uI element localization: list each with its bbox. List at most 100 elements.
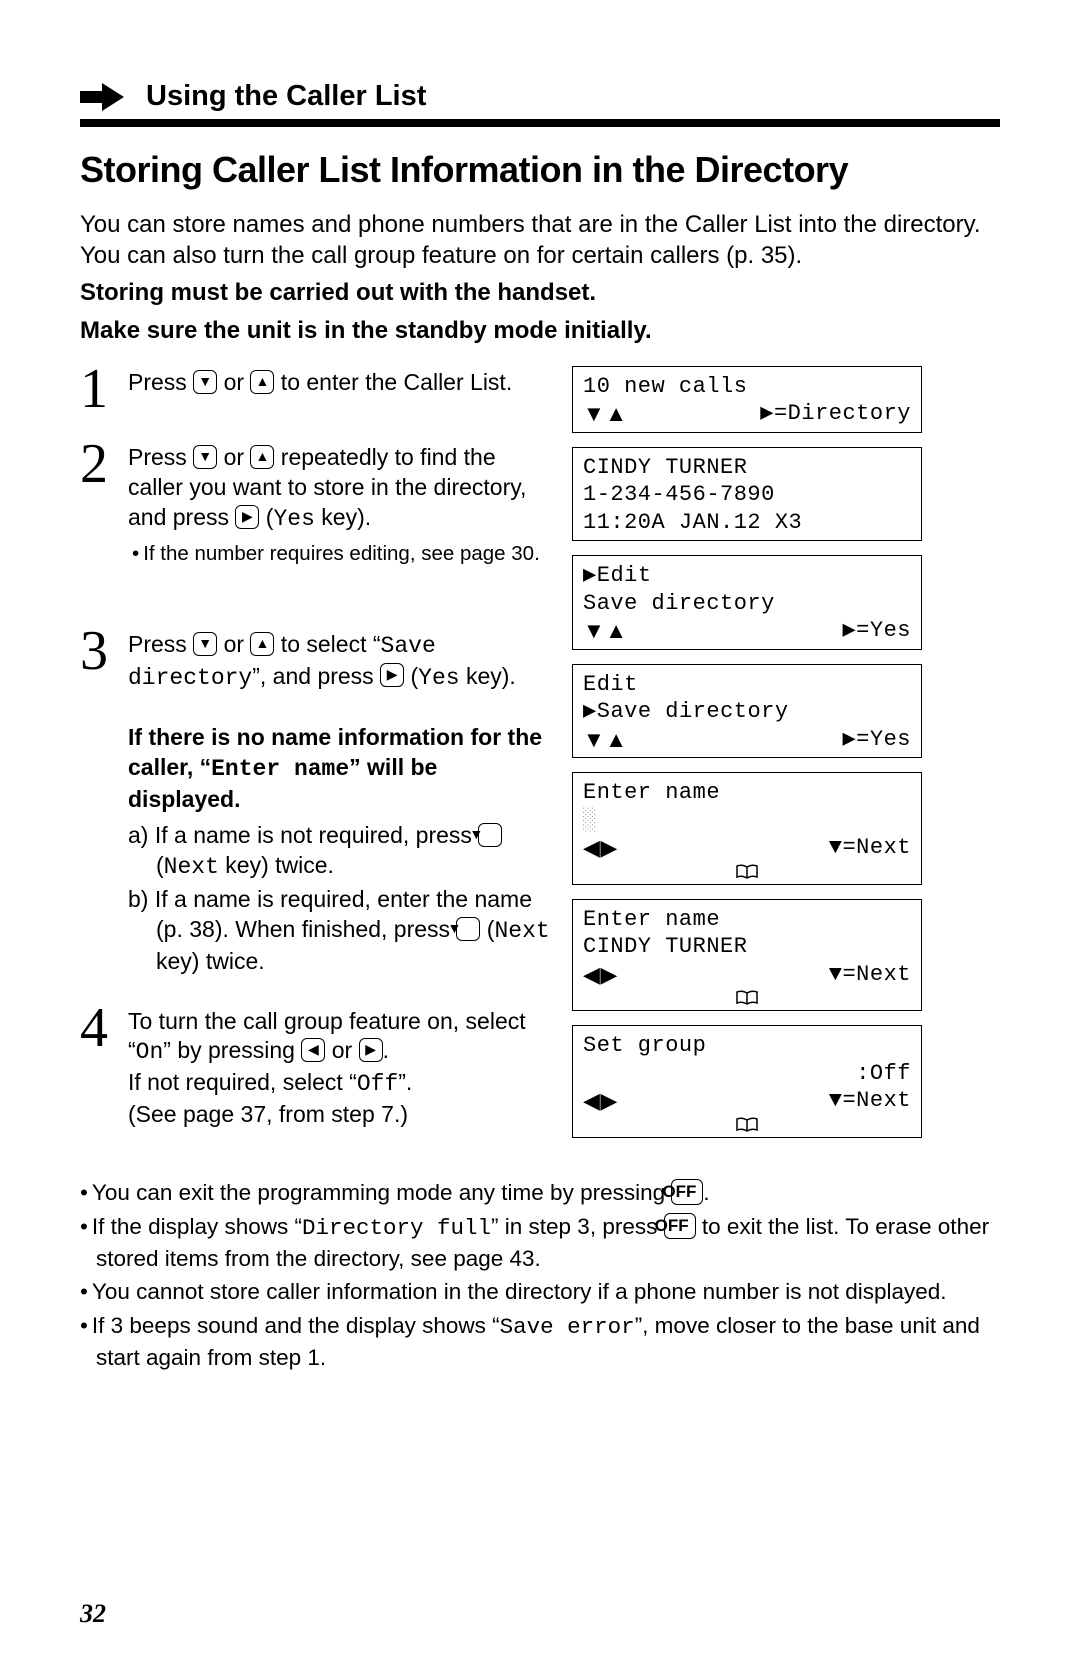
lcd-nav-left: ◀▶ — [583, 834, 618, 862]
step-number: 1 — [80, 366, 114, 414]
book-icon — [735, 1117, 759, 1133]
steps-column: 1 Press ▼ or ▲ to enter the Caller List.… — [80, 366, 550, 1158]
book-icon — [735, 864, 759, 880]
step-text: key) twice. — [156, 948, 265, 974]
lcd-screen: 10 new calls ▼▲ ▶=Directory — [572, 366, 922, 433]
yes-label: Yes — [418, 665, 459, 691]
step-number: 4 — [80, 1005, 114, 1131]
down-key-icon: ▼ — [478, 823, 502, 847]
note-text: If 3 beeps sound and the display shows “ — [92, 1313, 500, 1338]
lcd-line: CINDY TURNER — [583, 933, 911, 961]
step-text: key). — [460, 663, 516, 689]
lcd-nav-left: ◀▶ — [583, 961, 618, 989]
lcd-nav-left: ▼▲ — [583, 726, 628, 754]
step-sub-bullet: If the number requires editing, see page… — [128, 541, 550, 568]
step-text: ”. — [398, 1069, 412, 1095]
intro-bold-1: Storing must be carried out with the han… — [80, 277, 1000, 308]
note-text: . — [703, 1180, 709, 1205]
section-title: Using the Caller List — [146, 80, 426, 113]
lcd-nav-left: ▼▲ — [583, 617, 628, 645]
up-key-icon: ▲ — [250, 445, 274, 469]
down-key-icon: ▼ — [193, 370, 217, 394]
lcd-nav-right: ▶=Yes — [842, 617, 911, 645]
up-key-icon: ▲ — [250, 370, 274, 394]
footnotes: You can exit the programming mode any ti… — [80, 1178, 1000, 1372]
note-text: If the display shows “ — [92, 1214, 302, 1239]
step-text: (See page 37, from step 7.) — [128, 1101, 408, 1127]
step-alpha-a: a) If a name is not required, press — [128, 822, 478, 848]
lcd-line: ▶Save directory — [583, 698, 911, 726]
arrow-right-icon — [80, 83, 130, 111]
right-key-icon: ▶ — [359, 1038, 383, 1062]
note-text: ” in step 3, press — [491, 1214, 664, 1239]
lcd-screen: ▶Edit Save directory ▼▲ ▶=Yes — [572, 555, 922, 650]
lcd-line: Enter name — [583, 779, 911, 807]
lcd-nav-right: ▼=Next — [829, 1087, 911, 1115]
save-error-label: Save error — [500, 1314, 635, 1340]
step-text: key) twice. — [219, 852, 334, 878]
lcd-screen: Enter name ░ ◀▶ ▼=Next — [572, 772, 922, 885]
step-text: to select “ — [274, 631, 380, 657]
step-1: 1 Press ▼ or ▲ to enter the Caller List. — [80, 366, 550, 414]
step-text: or — [217, 631, 250, 657]
lcd-line: Set group — [583, 1032, 911, 1060]
lcd-line: Enter name — [583, 906, 911, 934]
step-text: If not required, select “ — [128, 1069, 357, 1095]
horizontal-rule — [80, 119, 1000, 127]
step-text: or — [325, 1037, 358, 1063]
lcd-screen: Edit ▶Save directory ▼▲ ▶=Yes — [572, 664, 922, 759]
lcd-nav-right: ▶=Yes — [842, 726, 911, 754]
lcd-line: 1-234-456-7890 — [583, 481, 911, 509]
lcd-line: Edit — [583, 671, 911, 699]
up-key-icon: ▲ — [250, 632, 274, 656]
step-number: 3 — [80, 628, 114, 977]
lcd-line: 10 new calls — [583, 373, 911, 401]
down-key-icon: ▼ — [193, 632, 217, 656]
lcd-line: 11:20A JAN.12 X3 — [583, 509, 911, 537]
lcd-line: ▶Edit — [583, 562, 911, 590]
step-text: ” by pressing — [163, 1037, 301, 1063]
step-text: to enter the Caller List. — [274, 369, 512, 395]
step-text: . — [383, 1037, 389, 1063]
note-text: You can exit the programming mode any ti… — [92, 1180, 671, 1205]
right-key-icon: ▶ — [235, 505, 259, 529]
down-key-icon: ▼ — [193, 445, 217, 469]
down-key-icon: ▼ — [456, 917, 480, 941]
left-key-icon: ◀ — [301, 1038, 325, 1062]
step-2: 2 Press ▼ or ▲ repeatedly to find the ca… — [80, 441, 550, 567]
step-text: or — [217, 444, 250, 470]
lcd-cursor: ░ — [583, 807, 911, 835]
step-text: Press — [128, 369, 193, 395]
step-text: ”, and press — [252, 663, 380, 689]
lcd-screen: CINDY TURNER 1-234-456-7890 11:20A JAN.1… — [572, 447, 922, 542]
right-key-icon: ▶ — [380, 663, 404, 687]
lcd-column: 10 new calls ▼▲ ▶=Directory CINDY TURNER… — [572, 366, 922, 1158]
note-text: You cannot store caller information in t… — [80, 1277, 1000, 1307]
step-text: ( — [404, 663, 418, 689]
step-4: 4 To turn the call group feature on, sel… — [80, 1005, 550, 1131]
section-header: Using the Caller List — [80, 80, 1000, 113]
lcd-nav-left: ◀▶ — [583, 1087, 618, 1115]
intro-paragraph: You can store names and phone numbers th… — [80, 209, 1000, 271]
yes-label: Yes — [273, 506, 314, 532]
lcd-line: CINDY TURNER — [583, 454, 911, 482]
intro-bold-2: Make sure the unit is in the standby mod… — [80, 315, 1000, 346]
lcd-nav-right: ▼=Next — [829, 961, 911, 989]
step-number: 2 — [80, 441, 114, 567]
step-text: or — [217, 369, 250, 395]
book-icon — [735, 990, 759, 1006]
lcd-screen: Set group :Off ◀▶ ▼=Next — [572, 1025, 922, 1138]
next-label: Next — [164, 854, 219, 880]
page-title: Storing Caller List Information in the D… — [80, 149, 1000, 191]
step-text: ( — [259, 504, 273, 530]
lcd-nav-left: ▼▲ — [583, 400, 628, 428]
off-key: OFF — [671, 1179, 703, 1205]
step-text: ( — [480, 916, 494, 942]
lcd-line: :Off — [856, 1060, 911, 1088]
step-text: ( — [156, 852, 164, 878]
lcd-nav-right: ▼=Next — [829, 834, 911, 862]
step-text: Press — [128, 631, 193, 657]
step-text: key). — [315, 504, 371, 530]
directory-full-label: Directory full — [302, 1215, 491, 1241]
off-label: Off — [357, 1071, 398, 1097]
